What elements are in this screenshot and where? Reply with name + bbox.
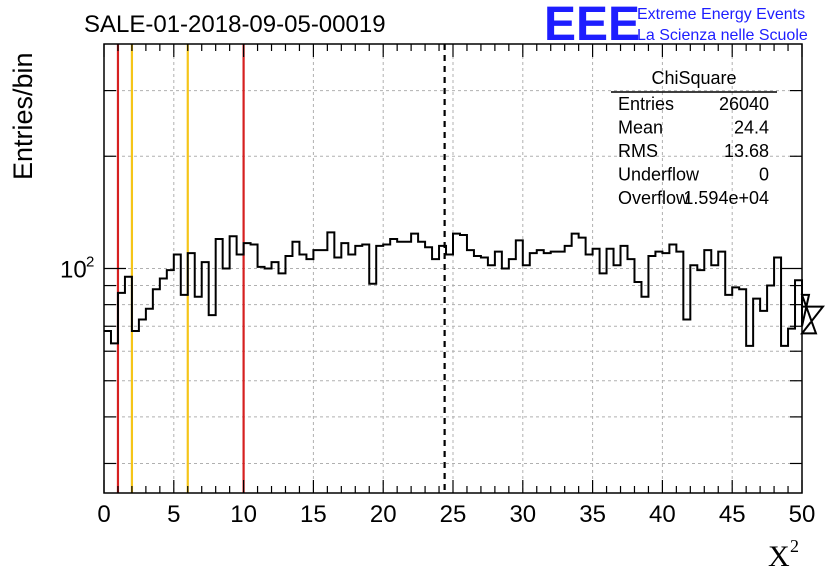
logo-mark: EEE — [544, 0, 640, 51]
x-tick-label: 50 — [789, 501, 816, 528]
stats-label: Overflow — [618, 188, 690, 208]
x-axis-label-main: X — [768, 540, 790, 572]
y-axis-label: Entries/bin — [8, 52, 38, 180]
grid — [104, 44, 802, 493]
stats-value: 26040 — [719, 94, 769, 114]
x-tick-label: 20 — [370, 501, 397, 528]
x-tick-label: 40 — [649, 501, 676, 528]
histogram-line — [104, 231, 825, 347]
stats-box: ChiSquare Entries 26040 Mean 24.4 RMS 13.68 Un… — [611, 68, 777, 208]
stats-label: RMS — [618, 141, 658, 161]
stats-rows: Entries 26040 Mean 24.4 RMS 13.68 Underflow 0 Ov… — [618, 94, 769, 208]
stats-label: Underflow — [618, 165, 700, 185]
stats-value: 13.68 — [724, 141, 769, 161]
x-tick-label: 10 — [230, 501, 257, 528]
x-tick-label: 15 — [300, 501, 327, 528]
x-axis-label-superscript: 2 — [790, 536, 799, 556]
x-tick-label: 5 — [167, 501, 180, 528]
stats-value: 0 — [759, 165, 769, 185]
stats-value: 24.4 — [734, 118, 769, 138]
y-tick-label-exponent: 2 — [86, 254, 94, 271]
x-tick-label: 35 — [579, 501, 606, 528]
x-tick-labels: 0 5 10 15 20 25 30 35 40 45 50 — [97, 501, 815, 528]
stats-label: Mean — [618, 118, 663, 138]
x-tick-label: 0 — [97, 501, 110, 528]
stats-label: Entries — [618, 94, 674, 114]
histogram — [104, 231, 825, 347]
chart-title: SALE-01-2018-09-05-00019 — [84, 11, 386, 38]
eee-logo: EEE Extreme Energy Events La Scienza nel… — [544, 0, 808, 51]
y-tick-label-base: 10 — [60, 257, 87, 284]
logo-line1: Extreme Energy Events — [637, 6, 805, 23]
stats-title: ChiSquare — [651, 68, 736, 88]
axes — [103, 43, 803, 494]
y-tick-labels: 10 2 — [60, 254, 94, 284]
x-tick-label: 30 — [509, 501, 536, 528]
logo-line2: La Scienza nelle Scuole — [637, 27, 808, 44]
x-tick-label: 45 — [719, 501, 746, 528]
x-tick-label: 25 — [440, 501, 467, 528]
stats-value: 1.594e+04 — [683, 188, 769, 208]
x-axis-label: X 2 — [768, 536, 799, 572]
